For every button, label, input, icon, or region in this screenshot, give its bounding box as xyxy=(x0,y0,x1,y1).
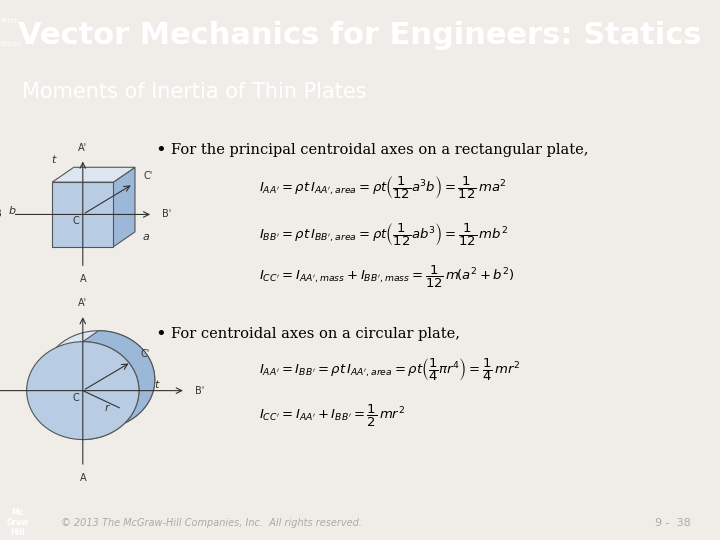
Text: t: t xyxy=(154,380,158,390)
Text: © 2013 The McGraw-Hill Companies, Inc.  All rights reserved.: © 2013 The McGraw-Hill Companies, Inc. A… xyxy=(61,518,362,528)
Polygon shape xyxy=(53,182,114,247)
Ellipse shape xyxy=(27,342,139,440)
Text: $I_{CC'} = I_{AA'} + I_{BB'} = \dfrac{1}{2}\,mr^2$: $I_{CC'} = I_{AA'} + I_{BB'} = \dfrac{1}… xyxy=(259,403,405,429)
Text: C: C xyxy=(73,393,79,403)
Text: C': C' xyxy=(140,349,150,359)
Text: A: A xyxy=(79,473,86,483)
Text: t: t xyxy=(51,156,56,165)
Text: Hill: Hill xyxy=(10,528,24,537)
Text: B': B' xyxy=(195,386,204,396)
Text: B': B' xyxy=(163,210,171,219)
Text: b: b xyxy=(9,206,16,217)
Text: A': A' xyxy=(78,143,87,153)
Text: 9 -  38: 9 - 38 xyxy=(655,518,691,528)
Text: A: A xyxy=(79,274,86,284)
Text: •: • xyxy=(155,141,166,159)
Text: Edition: Edition xyxy=(0,40,22,47)
Text: $I_{AA'} = \rho t\, I_{AA',area} = \rho t \left(\dfrac{1}{12}a^3 b\right)= \dfra: $I_{AA'} = \rho t\, I_{AA',area} = \rho … xyxy=(259,173,507,200)
Text: $I_{CC'} = I_{AA',mass} + I_{BB',mass} = \dfrac{1}{12}\,m\!\left(a^2+b^2\right)$: $I_{CC'} = I_{AA',mass} + I_{BB',mass} =… xyxy=(259,264,515,290)
Text: r: r xyxy=(104,403,109,413)
Text: a: a xyxy=(143,232,149,242)
Text: $I_{AA'} = I_{BB'} = \rho t\, I_{AA',area} = \rho t \left(\dfrac{1}{4}\pi r^4\ri: $I_{AA'} = I_{BB'} = \rho t\, I_{AA',are… xyxy=(259,355,521,382)
Text: Vector Mechanics for Engineers: Statics: Vector Mechanics for Engineers: Statics xyxy=(18,21,702,50)
Text: C: C xyxy=(73,217,79,226)
Text: Tenth: Tenth xyxy=(0,17,19,24)
Text: C': C' xyxy=(144,171,153,181)
Text: $I_{BB'} = \rho t\, I_{BB',area} = \rho t \left(\dfrac{1}{12}ab^3\right)= \dfrac: $I_{BB'} = \rho t\, I_{BB',area} = \rho … xyxy=(259,220,508,247)
Text: For the principal centroidal axes on a rectangular plate,: For the principal centroidal axes on a r… xyxy=(171,143,589,157)
Polygon shape xyxy=(83,330,155,440)
Polygon shape xyxy=(114,167,135,247)
Text: Mc: Mc xyxy=(11,508,24,517)
Ellipse shape xyxy=(42,330,155,429)
Text: Graw: Graw xyxy=(6,518,28,527)
Text: A': A' xyxy=(78,299,87,308)
Polygon shape xyxy=(53,167,135,182)
Text: B: B xyxy=(0,210,2,219)
Text: For centroidal axes on a circular plate,: For centroidal axes on a circular plate, xyxy=(171,327,460,341)
Text: •: • xyxy=(155,325,166,343)
Text: Moments of Inertia of Thin Plates: Moments of Inertia of Thin Plates xyxy=(22,83,366,103)
